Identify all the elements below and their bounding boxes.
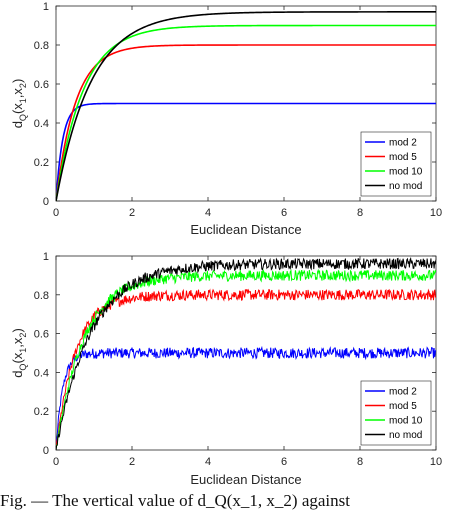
x-tick-label: 0 bbox=[53, 207, 59, 219]
x-tick-label: 0 bbox=[53, 456, 59, 468]
x-tick-label: 2 bbox=[129, 207, 135, 219]
series-line-mod-5 bbox=[56, 288, 436, 450]
y-axis-label-part: ,x bbox=[10, 337, 25, 348]
legend-label: mod 5 bbox=[389, 401, 417, 412]
y-tick-label: 0 bbox=[43, 445, 49, 457]
x-tick-label: 8 bbox=[357, 207, 363, 219]
legend: mod 2 mod 5 mod 10 no mod bbox=[360, 131, 432, 197]
x-axis-label: Euclidean Distance bbox=[190, 222, 301, 237]
x-tick-label: 6 bbox=[281, 207, 287, 219]
y-axis-label-part: ) bbox=[10, 328, 25, 332]
y-axis-label-part: 2 bbox=[18, 83, 28, 88]
x-tick-label: 4 bbox=[205, 456, 211, 468]
x-tick-label: 10 bbox=[430, 456, 442, 468]
series-line-no-mod bbox=[56, 257, 436, 450]
series-line-no-mod bbox=[56, 11, 436, 201]
y-axis-label-part: (x bbox=[10, 352, 25, 363]
y-axis-label-part: ) bbox=[10, 79, 25, 83]
x-tick-label: 8 bbox=[357, 456, 363, 468]
y-tick-label: 1 bbox=[43, 1, 49, 13]
x-tick-label: 10 bbox=[430, 207, 442, 219]
legend: mod 2 mod 5 mod 10 no mod bbox=[360, 380, 432, 446]
legend-label: no mod bbox=[389, 430, 422, 441]
y-tick-label: 0.6 bbox=[34, 329, 49, 341]
series-line-mod-2 bbox=[56, 345, 436, 450]
series-line-mod-2 bbox=[56, 102, 436, 201]
x-tick-label: 4 bbox=[205, 207, 211, 219]
legend-label: mod 2 bbox=[389, 138, 417, 149]
y-tick-label: 0.6 bbox=[34, 79, 49, 91]
legend-label: mod 10 bbox=[389, 167, 423, 178]
y-tick-label: 0 bbox=[43, 196, 49, 208]
y-axis-label-part: 2 bbox=[18, 333, 28, 338]
y-axis-label: dQ(x1,x2) bbox=[10, 328, 28, 378]
y-axis-label-part: (x bbox=[10, 103, 25, 114]
x-tick-label: 2 bbox=[129, 456, 135, 468]
y-axis-label-part: d bbox=[10, 121, 25, 128]
y-tick-label: 0.2 bbox=[34, 157, 49, 169]
y-axis-label-part: Q bbox=[18, 364, 28, 371]
y-axis-label-part: 1 bbox=[18, 98, 28, 103]
y-axis-label-part: d bbox=[10, 371, 25, 378]
y-tick-label: 0.2 bbox=[34, 406, 49, 418]
y-tick-label: 0.4 bbox=[34, 367, 49, 379]
y-axis-label-part: 1 bbox=[18, 348, 28, 353]
y-tick-label: 1 bbox=[43, 251, 49, 263]
x-axis-label: Euclidean Distance bbox=[190, 472, 301, 487]
caption-text: Fig. — The vertical value of d_Q(x_1, x_… bbox=[0, 491, 350, 510]
y-axis-label-part: ,x bbox=[10, 88, 25, 99]
y-tick-label: 0.4 bbox=[34, 118, 49, 130]
y-tick-label: 0.8 bbox=[34, 290, 49, 302]
figure-caption: Fig. — The vertical value of d_Q(x_1, x_… bbox=[0, 491, 474, 511]
legend-label: mod 10 bbox=[389, 416, 423, 427]
legend-label: no mod bbox=[389, 181, 422, 192]
chart-panel-bottom: 0 2 4 6 8 10 0 0.2 0.4 0.6 0.8 1 Euclidean Distance d… bbox=[10, 251, 442, 487]
y-axis-label: dQ(x1,x2) bbox=[10, 79, 28, 129]
chart-panel-top: 0 2 4 6 8 10 0 0.2 0.4 0.6 0.8 1 Euclidean Distance d… bbox=[10, 1, 442, 237]
y-tick-label: 0.8 bbox=[34, 40, 49, 52]
legend-label: mod 2 bbox=[389, 387, 417, 398]
legend-label: mod 5 bbox=[389, 152, 417, 163]
x-tick-label: 6 bbox=[281, 456, 287, 468]
y-axis-label-part: Q bbox=[18, 114, 28, 121]
series-line-mod-5 bbox=[56, 44, 436, 201]
